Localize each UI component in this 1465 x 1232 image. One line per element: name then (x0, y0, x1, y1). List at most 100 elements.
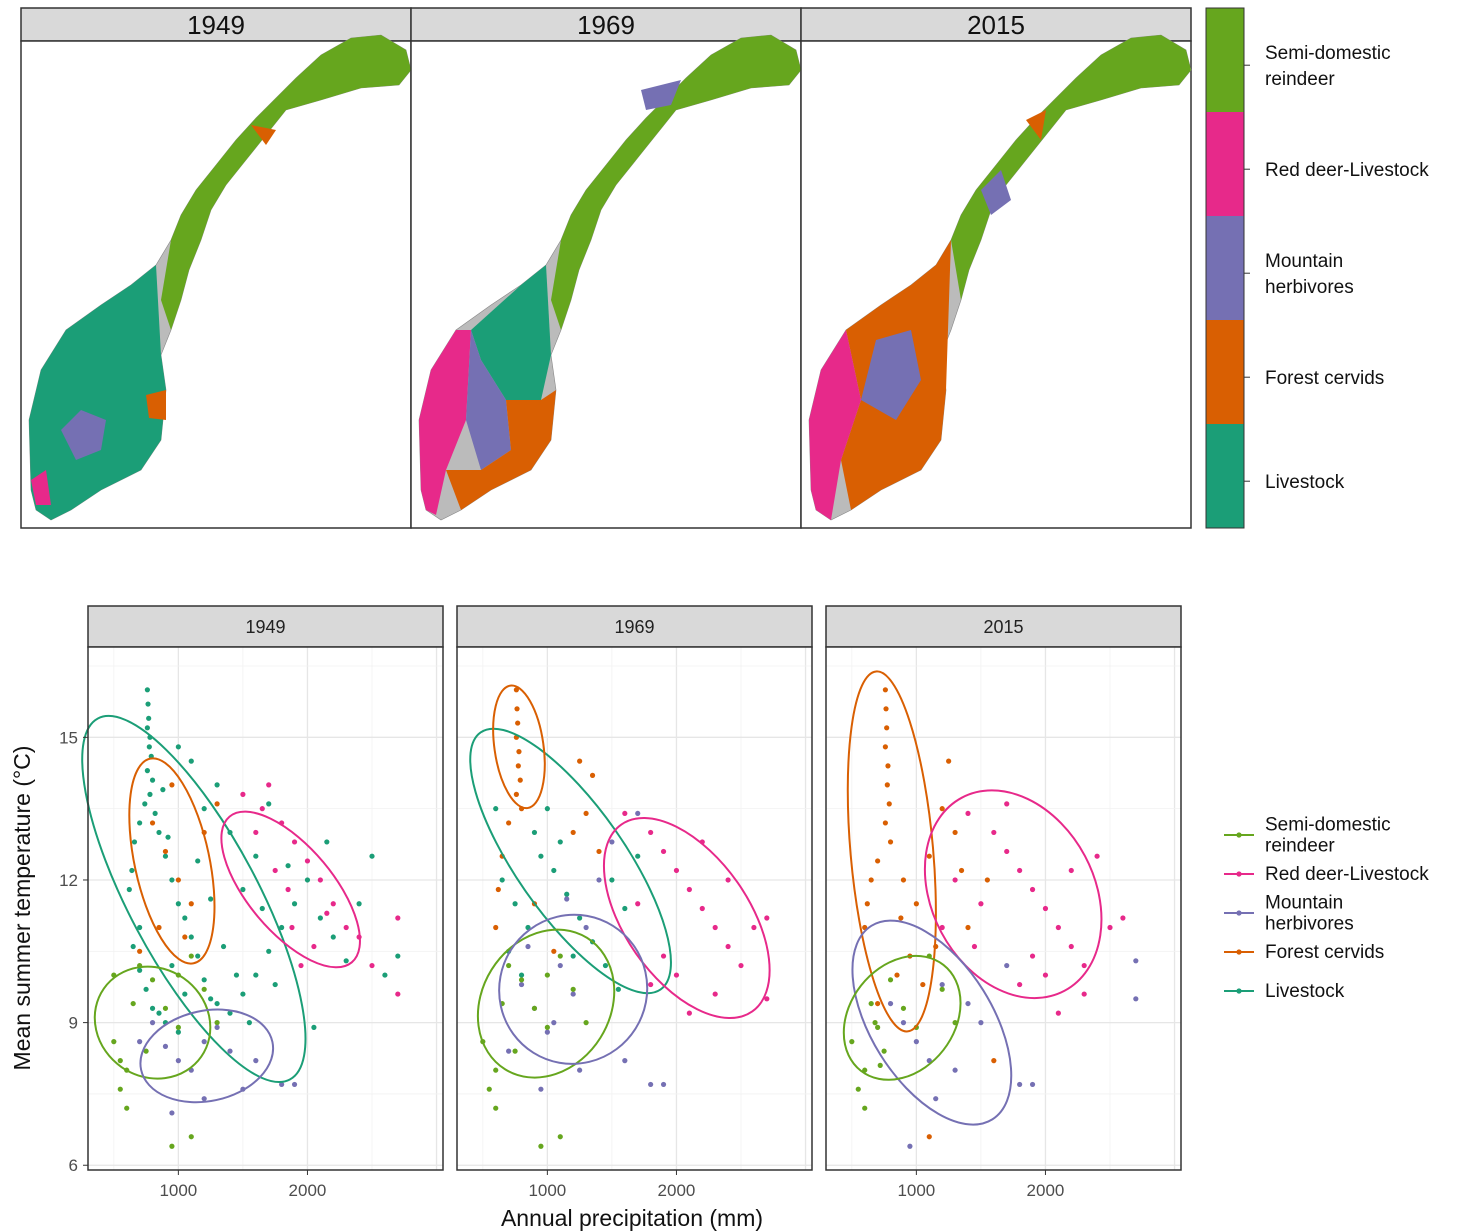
point-livestock (343, 958, 349, 964)
ellipse-forest-cervids (492, 684, 546, 810)
point-red-deer-livestock (991, 829, 997, 836)
point-mountain-herbivores (149, 1020, 156, 1026)
point-red-deer-livestock (311, 943, 317, 950)
point-forest-cervids (162, 848, 169, 855)
point-forest-cervids (946, 758, 952, 764)
point-livestock (609, 877, 615, 883)
point-mountain-herbivores (933, 1096, 939, 1102)
point-semi-domestic-reindeer (214, 1020, 220, 1026)
point-livestock (272, 981, 278, 988)
point-semi-domestic-reindeer (188, 1134, 194, 1140)
point-semi-domestic-reindeer (162, 1005, 169, 1011)
point-mountain-herbivores (169, 1110, 175, 1116)
point-forest-cervids (991, 1058, 997, 1064)
point-forest-cervids (589, 772, 596, 778)
point-mountain-herbivores (1133, 996, 1139, 1002)
point-red-deer-livestock (725, 877, 731, 883)
point-forest-cervids (551, 948, 557, 954)
point-semi-domestic-reindeer (518, 977, 525, 983)
map-legend-label: Red deer-Livestock (1265, 160, 1429, 181)
plot-background (826, 647, 1181, 1170)
point-semi-domestic-reindeer (557, 953, 563, 959)
point-red-deer-livestock (673, 972, 680, 978)
point-livestock (395, 953, 401, 959)
point-livestock (518, 972, 525, 978)
point-semi-domestic-reindeer (169, 1143, 175, 1149)
point-semi-domestic-reindeer (877, 1062, 883, 1068)
point-livestock (538, 853, 544, 859)
point-red-deer-livestock (965, 810, 971, 817)
point-forest-cervids (883, 706, 889, 712)
point-livestock (208, 896, 214, 902)
point-livestock (240, 991, 246, 997)
point-mountain-herbivores (583, 924, 589, 931)
map-region-livestock (471, 265, 551, 400)
point-semi-domestic-reindeer (900, 1005, 907, 1011)
legend-label: Red deer-Livestock (1265, 864, 1429, 885)
legend-label: Forest cervids (1265, 942, 1384, 963)
map-strip-label: 2015 (967, 10, 1025, 40)
map-strip (800, 7, 1192, 42)
point-livestock (570, 953, 576, 959)
legend-label: reindeer (1265, 836, 1335, 857)
point-livestock (259, 905, 265, 912)
point-forest-cervids (920, 981, 926, 988)
point-semi-domestic-reindeer (506, 962, 512, 969)
legend-key-point-forest-cervids (1236, 949, 1242, 955)
point-semi-domestic-reindeer (939, 986, 945, 992)
point-forest-cervids (515, 720, 521, 726)
y-tick-label: 9 (69, 1014, 78, 1033)
map-region-mountain-herbivores (641, 80, 681, 110)
y-tick-label: 15 (59, 728, 78, 747)
point-livestock (602, 962, 609, 969)
map-region-semi-domestic-reindeer (951, 35, 1191, 300)
map-region-red-deer-livestock (809, 330, 861, 520)
point-red-deer-livestock (298, 962, 304, 969)
point-forest-cervids (514, 706, 520, 712)
legend-label: Mountain (1265, 893, 1343, 914)
point-forest-cervids (577, 758, 583, 764)
point-forest-cervids (885, 763, 891, 769)
point-mountain-herbivores (952, 1067, 958, 1073)
point-semi-domestic-reindeer (544, 972, 550, 978)
point-mountain-herbivores (1004, 962, 1010, 969)
point-forest-cervids (884, 782, 890, 788)
point-forest-cervids (596, 848, 602, 855)
ellipse-semi-domestic-reindeer (93, 965, 212, 1080)
point-red-deer-livestock (324, 910, 330, 916)
point-mountain-herbivores (660, 1081, 667, 1088)
point-livestock (253, 972, 259, 978)
scatter-panel-2015: 2015 1000 2000 (825, 605, 1182, 1200)
x-axis-title: Annual precipitation (mm) (501, 1205, 763, 1231)
point-mountain-herbivores (900, 1020, 907, 1026)
point-forest-cervids (882, 820, 888, 826)
scatter-panel-1969: 1969 1000 2000 (456, 605, 813, 1200)
point-red-deer-livestock (660, 848, 667, 855)
point-livestock (201, 977, 207, 983)
point-mountain-herbivores (162, 1043, 169, 1049)
point-mountain-herbivores (214, 1024, 220, 1030)
point-livestock (162, 853, 169, 859)
point-livestock (195, 953, 201, 959)
point-mountain-herbivores (201, 1096, 207, 1102)
panel-border (87, 646, 444, 1171)
map-legend-swatch-semi-domestic-reindeer (1206, 8, 1244, 112)
point-red-deer-livestock (939, 924, 945, 931)
point-semi-domestic-reindeer (486, 1086, 492, 1092)
point-livestock (330, 934, 336, 940)
point-livestock (126, 886, 132, 893)
scatter-strip (456, 605, 813, 648)
point-semi-domestic-reindeer (849, 1039, 855, 1045)
point-forest-cervids (137, 948, 143, 954)
y-tick-label: 6 (69, 1156, 78, 1175)
point-mountain-herbivores (201, 1039, 207, 1045)
point-livestock (214, 782, 220, 788)
point-red-deer-livestock (259, 806, 265, 812)
point-red-deer-livestock (699, 905, 705, 912)
point-livestock (285, 863, 291, 869)
point-livestock (493, 806, 499, 812)
point-red-deer-livestock (751, 924, 757, 931)
point-semi-domestic-reindeer (493, 1067, 499, 1073)
ellipse-forest-cervids (128, 757, 216, 965)
